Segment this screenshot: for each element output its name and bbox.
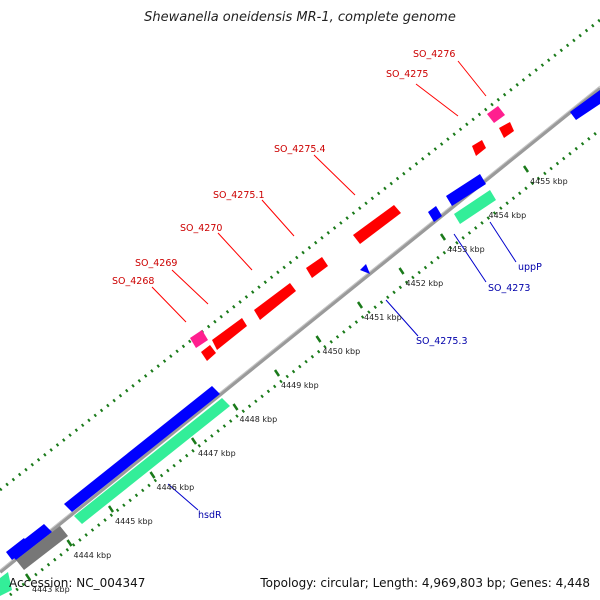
backbone-line [0, 86, 600, 574]
gene-label[interactable]: SO_4270 [180, 223, 222, 234]
inner-dotted-guide [9, 128, 600, 597]
ruler-tick-label: 4452 kbp [406, 279, 444, 288]
feature-so-4268[interactable] [201, 345, 216, 361]
ruler-tick [232, 403, 239, 411]
gene-label[interactable]: uppP [518, 262, 542, 273]
gene-label[interactable]: SO_4275.3 [416, 336, 468, 347]
ruler-tick [107, 505, 115, 513]
gene-label[interactable]: SO_4275.1 [213, 190, 265, 201]
reverse-features [0, 90, 600, 596]
ruler-tick [149, 471, 156, 479]
ruler-tick [24, 573, 32, 581]
ruler-tick-label: 4451 kbp [364, 313, 402, 322]
reverse-leaders [167, 221, 517, 511]
ruler-tick-label: 4449 kbp [281, 381, 319, 390]
ruler-tick [356, 301, 364, 309]
feature-so-4269[interactable] [212, 318, 247, 350]
ruler-tick [273, 369, 281, 377]
ruler-tick-label: 4444 kbp [74, 551, 112, 560]
ruler-ticks [24, 165, 530, 581]
genome-summary-text: Topology: circular; Length: 4,969,803 bp… [260, 576, 590, 590]
gene-label[interactable]: SO_4275 [386, 69, 428, 80]
ruler-tick-label: 4446 kbp [157, 483, 195, 492]
ruler-tick-label: 4445 kbp [115, 517, 153, 526]
feature-so-4273[interactable] [446, 174, 486, 206]
feature-left-green[interactable] [0, 572, 12, 596]
forward-leaders [151, 60, 487, 323]
feature-large-blue[interactable] [64, 386, 220, 512]
ruler-tick-labels: 4443 kbp 4444 kbp 4445 kbp 4446 kbp 4447 kbp… [32, 177, 568, 594]
ruler-tick-label: 4448 kbp [240, 415, 278, 424]
feature-so-4276[interactable] [499, 122, 514, 138]
reverse-gene-labels: hsdR SO_4275.3 SO_4273 uppP [198, 262, 542, 521]
gene-label[interactable]: SO_4268 [112, 276, 154, 287]
feature-right-blue[interactable] [570, 90, 600, 120]
ruler-tick [439, 233, 447, 241]
outer-dotted-guide [0, 18, 600, 492]
feature-left-blue-2[interactable] [8, 524, 52, 560]
forward-gene-labels: SO_4268 SO_4269 SO_4270 SO_4275.1 SO_427… [112, 49, 455, 287]
ruler-tick-label: 4455 kbp [530, 177, 568, 186]
feature-uppp[interactable] [454, 190, 496, 224]
feature-small-blue[interactable] [428, 206, 442, 222]
gene-label[interactable]: SO_4275.4 [274, 144, 326, 155]
feature-so-4275-3[interactable] [360, 264, 370, 274]
ruler-tick-label: 4454 kbp [489, 211, 527, 220]
gene-label[interactable]: SO_4276 [413, 49, 455, 60]
gene-label[interactable]: SO_4269 [135, 258, 177, 269]
ruler-tick-label: 4450 kbp [323, 347, 361, 356]
ruler-tick-label: 4453 kbp [447, 245, 485, 254]
ruler-tick [66, 539, 73, 547]
map-title: Shewanella oneidensis MR-1, complete gen… [144, 10, 456, 25]
ruler-tick [522, 165, 530, 173]
ruler-tick [315, 335, 322, 343]
feature-left-grey[interactable] [16, 526, 68, 570]
feature-so-4275-1[interactable] [306, 257, 328, 278]
feature-so-4268-rna[interactable] [190, 330, 208, 348]
feature-hsdr[interactable] [74, 398, 230, 524]
feature-so-4276-rna[interactable] [487, 106, 505, 123]
forward-features [190, 106, 514, 361]
ruler-tick [190, 437, 198, 445]
ruler-tick-label: 4443 kbp [32, 585, 70, 594]
gene-label[interactable]: SO_4273 [488, 283, 530, 294]
feature-so-4275[interactable] [472, 140, 486, 156]
feature-so-4270[interactable] [254, 283, 296, 320]
feature-so-4275-4[interactable] [353, 205, 401, 244]
ruler-tick [398, 267, 405, 275]
ruler-tick-label: 4447 kbp [198, 449, 236, 458]
accession-text: Accession: NC_004347 [9, 576, 146, 590]
gene-label[interactable]: hsdR [198, 510, 222, 521]
